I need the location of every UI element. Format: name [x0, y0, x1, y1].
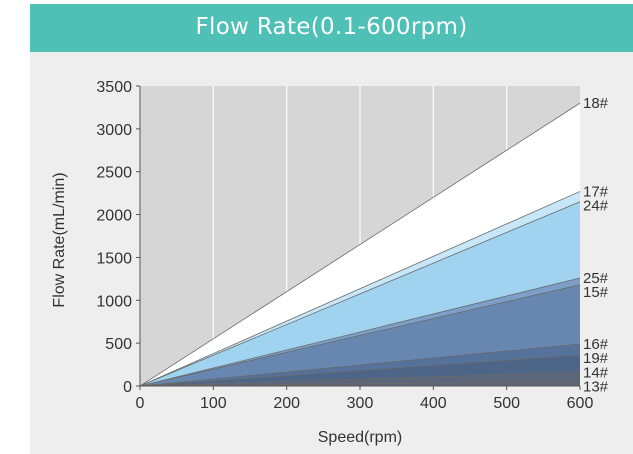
series-lines — [139, 102, 581, 387]
series-label: 24# — [583, 197, 609, 214]
y-tick-label: 500 — [105, 336, 132, 353]
series-label: 15# — [583, 284, 609, 301]
series-label: 19# — [583, 350, 609, 367]
y-tick-label: 1000 — [96, 293, 132, 310]
x-tick-label: 400 — [420, 395, 447, 412]
chart-title: Flow Rate(0.1-600rpm) — [195, 14, 468, 40]
series-line — [139, 191, 581, 387]
series-line — [139, 201, 581, 387]
series-line — [139, 381, 581, 387]
series-label: 17# — [583, 183, 609, 200]
x-tick-label: 200 — [273, 395, 300, 412]
series-label: 18# — [583, 95, 609, 112]
series-label: 16# — [583, 336, 609, 353]
title-banner: Flow Rate(0.1-600rpm) — [30, 4, 633, 52]
series-label: 14# — [583, 364, 609, 381]
x-axis-title: Speed(rpm) — [318, 429, 402, 446]
y-tick-label: 2000 — [96, 208, 132, 225]
axes — [136, 85, 581, 390]
series-label: 25# — [583, 270, 609, 287]
series-labels: 18# 17#24# 25#15# 16#19#14#13# — [583, 95, 609, 395]
y-tick-label: 2500 — [96, 165, 132, 182]
series-label: 13# — [583, 378, 609, 395]
y-tick-labels: 0 500 1000 1500 2000 2500 3000 3500 — [96, 79, 132, 396]
y-tick-label: 3000 — [96, 122, 132, 139]
x-tick-label: 300 — [347, 395, 374, 412]
series-line — [139, 102, 581, 387]
y-axis-title: Flow Rate(mL/min) — [51, 172, 68, 307]
y-tick-label: 3500 — [96, 79, 132, 96]
x-tick-label: 600 — [567, 395, 594, 412]
y-tick-label: 1500 — [96, 250, 132, 267]
series-line — [139, 371, 581, 387]
x-tick-label: 500 — [493, 395, 520, 412]
series-line — [139, 284, 581, 387]
series-line — [139, 354, 581, 387]
x-tick-label: 100 — [200, 395, 227, 412]
y-tick-label: 0 — [123, 379, 132, 396]
x-tick-label: 0 — [136, 395, 145, 412]
series-line — [139, 277, 581, 387]
series-line — [139, 343, 581, 387]
x-tick-labels: 0 100 200 300 400 500 600 — [136, 395, 594, 412]
